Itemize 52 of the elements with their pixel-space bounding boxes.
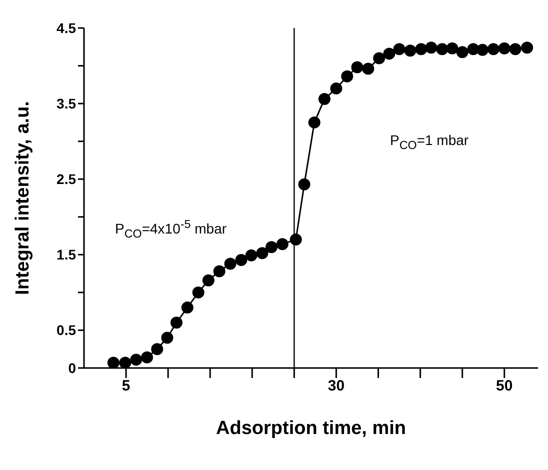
point	[276, 238, 288, 250]
point	[341, 70, 354, 82]
point	[256, 247, 268, 260]
y-tick-label: 4.5	[56, 20, 76, 36]
point	[425, 42, 438, 54]
point	[383, 48, 396, 60]
y-tick-label: 0	[68, 360, 76, 376]
point	[373, 52, 386, 64]
point	[298, 178, 310, 190]
point	[351, 61, 364, 74]
point	[224, 258, 236, 270]
annotation: P$_{CO}$=4x10$^{-5}$ mbar	[115, 218, 227, 240]
point	[456, 46, 468, 58]
point	[415, 43, 428, 56]
point	[151, 343, 164, 356]
point	[330, 82, 342, 94]
point	[487, 43, 500, 56]
point	[290, 234, 302, 246]
point	[181, 302, 194, 314]
annotation: P$_{CO}$=1 mbar	[390, 132, 469, 152]
y-tick-label: 3.5	[56, 96, 76, 112]
point	[161, 332, 174, 344]
point	[362, 62, 374, 75]
x-tick-label: 30	[328, 378, 345, 395]
point	[521, 42, 534, 54]
x-tick-label: 5	[122, 378, 130, 395]
point	[141, 351, 154, 364]
x-tick-label: 50	[496, 378, 513, 395]
point	[130, 354, 142, 366]
point	[393, 43, 406, 56]
point	[235, 254, 248, 266]
point	[318, 93, 330, 106]
point	[202, 274, 214, 286]
point	[476, 44, 489, 56]
point	[446, 42, 458, 54]
y-tick-label: 1.5	[56, 246, 76, 263]
point	[170, 316, 182, 329]
point	[192, 286, 204, 298]
x-axis-title: Adsorption time, min	[216, 418, 406, 439]
point	[245, 249, 258, 262]
point	[119, 356, 132, 368]
y-axis-title: Integral intensity, a.u.	[12, 101, 34, 295]
point	[213, 265, 226, 278]
point	[509, 43, 522, 56]
point	[265, 241, 278, 254]
point	[498, 42, 510, 54]
point	[404, 44, 416, 57]
point	[107, 356, 120, 368]
point	[436, 43, 448, 56]
y-tick-label: 2.5	[56, 171, 76, 188]
point	[308, 116, 320, 128]
y-tick-label: 0.5	[56, 322, 76, 338]
